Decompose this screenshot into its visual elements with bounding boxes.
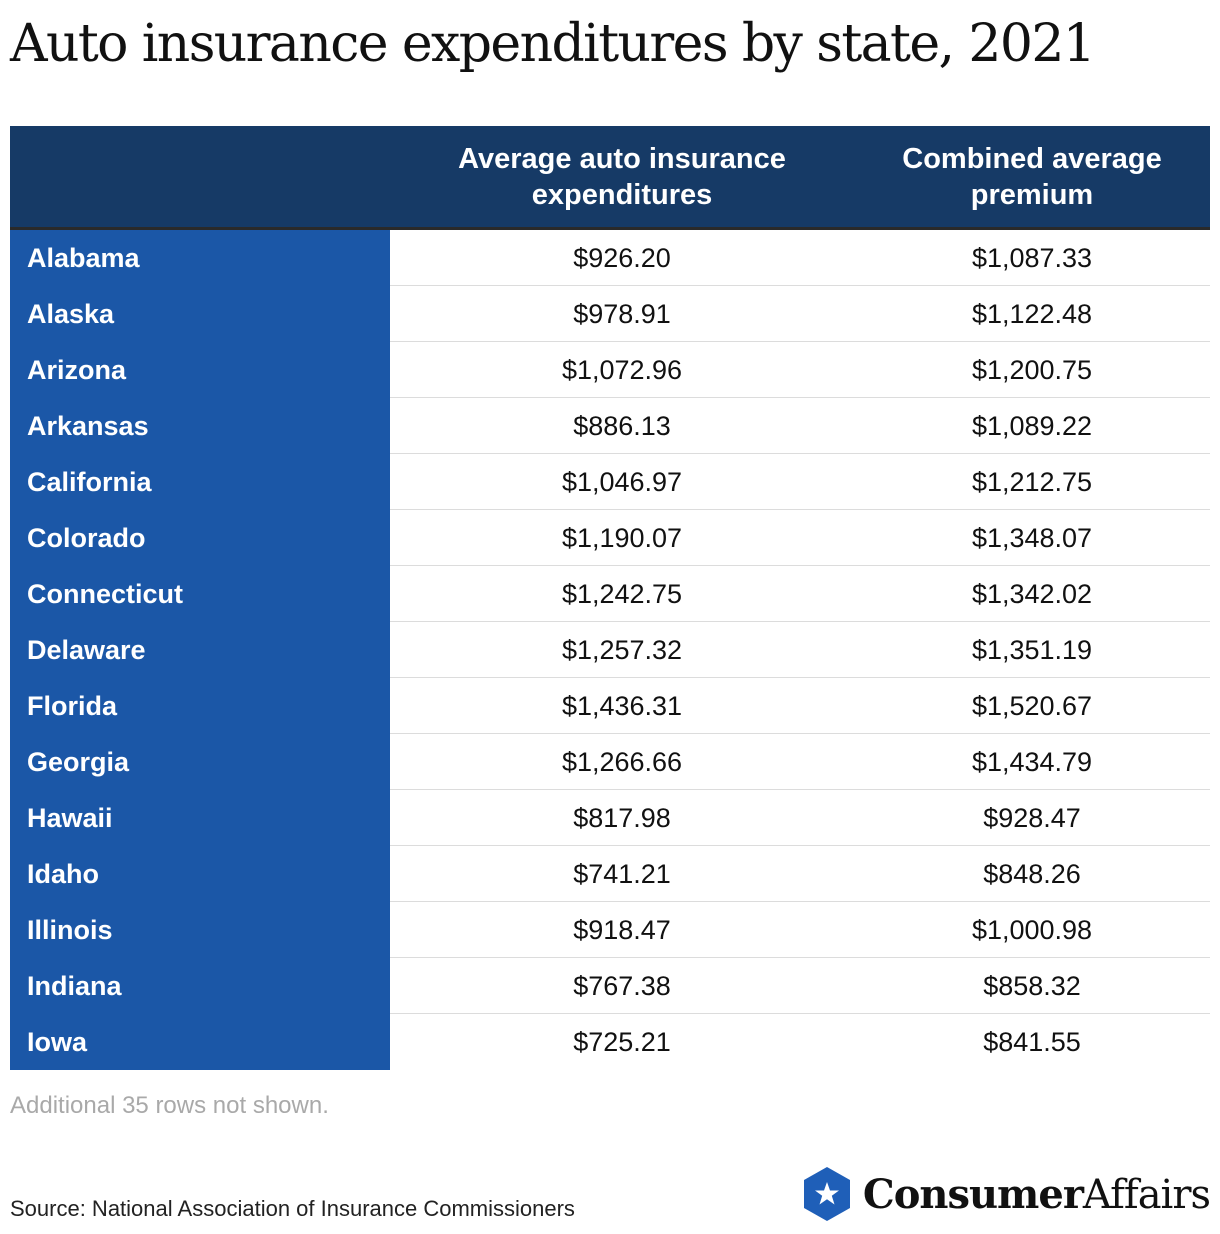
table-row: Indiana $767.38 $858.32: [10, 958, 1210, 1014]
table-row: Georgia $1,266.66 $1,434.79: [10, 734, 1210, 790]
state-cell: Idaho: [10, 846, 390, 902]
state-cell: Delaware: [10, 622, 390, 678]
avg-expenditure-cell: $1,242.75: [390, 566, 854, 622]
state-cell: Alabama: [10, 230, 390, 286]
state-cell: California: [10, 454, 390, 510]
combined-premium-cell: $1,348.07: [854, 510, 1210, 566]
combined-premium-cell: $858.32: [854, 958, 1210, 1014]
table-row: Alaska $978.91 $1,122.48: [10, 286, 1210, 342]
avg-expenditure-cell: $817.98: [390, 790, 854, 846]
avg-expenditure-cell: $725.21: [573, 1027, 671, 1057]
table-row: Connecticut $1,242.75 $1,342.02: [10, 566, 1210, 622]
state-cell: Arkansas: [10, 398, 390, 454]
combined-premium-cell: $1,434.79: [854, 734, 1210, 790]
state-cell: Arizona: [10, 342, 390, 398]
avg-expenditure-cell: $1,190.07: [390, 510, 854, 566]
state-cell: Alaska: [10, 286, 390, 342]
column-header-avg-expenditure: Average auto insurance expenditures: [458, 142, 786, 211]
table-body: Alabama $926.20 $1,087.33 Alaska $978.91 $1,1…: [10, 230, 1210, 1070]
avg-expenditure-cell: $926.20: [390, 230, 854, 286]
table-row: California $1,046.97 $1,212.75: [10, 454, 1210, 510]
avg-expenditure-cell: $886.13: [390, 398, 854, 454]
consumeraffairs-logo: ConsumerAffairs: [801, 1164, 1211, 1224]
combined-premium-cell: $1,200.75: [854, 342, 1210, 398]
avg-expenditure-cell: $1,436.31: [390, 678, 854, 734]
star-hexagon-icon: [803, 1167, 850, 1221]
chart-title: Auto insurance expenditures by state, 20…: [10, 14, 1096, 74]
table-row: Arkansas $886.13 $1,089.22: [10, 398, 1210, 454]
rows-not-shown-note: Additional 35 rows not shown.: [10, 1092, 329, 1119]
table-row: Florida $1,436.31 $1,520.67: [10, 678, 1210, 734]
combined-premium-cell: $1,122.48: [854, 286, 1210, 342]
state-cell: Florida: [10, 678, 390, 734]
data-table: Average auto insurance expenditures Comb…: [10, 126, 1210, 1070]
state-cell: Hawaii: [10, 790, 390, 846]
table-row: Arizona $1,072.96 $1,200.75: [10, 342, 1210, 398]
state-cell: Iowa: [10, 1014, 390, 1070]
avg-expenditure-cell: $741.21: [390, 846, 854, 902]
table-row: Alabama $926.20 $1,087.33: [10, 230, 1210, 286]
state-cell: Colorado: [10, 510, 390, 566]
brand-wordmark: ConsumerAffairs: [862, 1170, 1211, 1218]
table-row: Hawaii $817.98 $928.47: [10, 790, 1210, 846]
avg-expenditure-cell: $978.91: [390, 286, 854, 342]
state-cell: Indiana: [10, 958, 390, 1014]
state-cell: Connecticut: [10, 566, 390, 622]
state-cell: Georgia: [10, 734, 390, 790]
combined-premium-cell: $1,089.22: [854, 398, 1210, 454]
avg-expenditure-cell: $767.38: [390, 958, 854, 1014]
state-cell: Illinois: [10, 902, 390, 958]
avg-expenditure-cell: $1,266.66: [390, 734, 854, 790]
combined-premium-cell: $928.47: [854, 790, 1210, 846]
combined-premium-cell: $1,212.75: [854, 454, 1210, 510]
table-header: Average auto insurance expenditures Comb…: [10, 126, 1210, 230]
source-text: Source: National Association of Insuranc…: [10, 1196, 575, 1221]
avg-expenditure-cell: $918.47: [390, 902, 854, 958]
combined-premium-cell: $1,351.19: [854, 622, 1210, 678]
table-row: Delaware $1,257.32 $1,351.19: [10, 622, 1210, 678]
table-row: Illinois $918.47 $1,000.98: [10, 902, 1210, 958]
table-row: Idaho $741.21 $848.26: [10, 846, 1210, 902]
avg-expenditure-cell: $1,257.32: [390, 622, 854, 678]
avg-expenditure-cell: $1,072.96: [390, 342, 854, 398]
avg-expenditure-cell: $1,046.97: [390, 454, 854, 510]
combined-premium-cell: $1,087.33: [854, 230, 1210, 286]
combined-premium-cell: $1,520.67: [854, 678, 1210, 734]
combined-premium-cell: $1,000.98: [854, 902, 1210, 958]
combined-premium-cell: $848.26: [854, 846, 1210, 902]
combined-premium-cell: $1,342.02: [854, 566, 1210, 622]
table-row: Iowa $725.21 $841.55: [10, 1014, 1210, 1070]
combined-premium-cell: $841.55: [983, 1027, 1081, 1057]
table-row: Colorado $1,190.07 $1,348.07: [10, 510, 1210, 566]
column-header-combined-premium: Combined average premium: [902, 142, 1162, 211]
